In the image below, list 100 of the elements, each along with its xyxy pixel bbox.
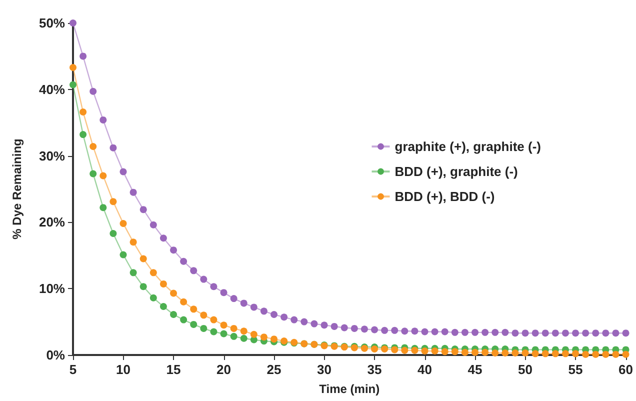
point xyxy=(180,258,188,265)
point xyxy=(200,312,208,319)
x-tick-label: 30 xyxy=(317,362,332,377)
point xyxy=(401,328,408,335)
point xyxy=(441,328,448,336)
point xyxy=(70,81,76,88)
point xyxy=(381,326,388,334)
point xyxy=(482,348,489,356)
point xyxy=(110,230,117,237)
point xyxy=(350,324,358,332)
x-tick-label: 5 xyxy=(69,362,77,377)
point xyxy=(371,326,378,334)
y-axis-title: % Dye Remaining xyxy=(10,138,24,240)
point xyxy=(100,172,107,180)
point xyxy=(80,108,87,116)
point xyxy=(90,88,97,95)
point xyxy=(190,267,198,274)
point xyxy=(180,298,188,306)
point xyxy=(602,350,610,358)
point xyxy=(250,304,258,311)
point xyxy=(110,144,117,152)
point xyxy=(572,330,580,337)
point xyxy=(120,251,127,258)
point xyxy=(522,330,529,337)
y-tick-label: 50% xyxy=(38,16,66,30)
legend-label: BDD (+), BDD (-) xyxy=(394,189,495,204)
point xyxy=(542,350,549,358)
point xyxy=(582,330,590,337)
point xyxy=(441,348,448,356)
point xyxy=(190,320,198,328)
point xyxy=(421,348,428,355)
point xyxy=(100,204,107,212)
point xyxy=(210,283,218,290)
x-tick-label: 45 xyxy=(468,362,482,377)
point xyxy=(250,330,258,338)
point xyxy=(230,295,238,302)
point xyxy=(180,316,188,324)
point xyxy=(482,328,489,336)
point xyxy=(220,330,228,338)
point xyxy=(150,294,157,302)
point xyxy=(70,64,76,71)
point xyxy=(522,350,529,357)
point xyxy=(360,326,368,333)
point xyxy=(542,330,549,337)
point xyxy=(120,168,127,176)
point xyxy=(391,326,398,334)
point xyxy=(220,322,228,329)
point xyxy=(110,198,117,206)
point xyxy=(190,306,198,313)
point xyxy=(240,328,248,335)
x-tick-label: 15 xyxy=(166,362,181,377)
point xyxy=(300,318,308,326)
y-tick-label: 0% xyxy=(46,348,66,362)
point xyxy=(502,328,509,336)
point xyxy=(330,322,338,330)
point xyxy=(562,330,569,337)
point xyxy=(622,330,630,337)
point xyxy=(80,52,87,60)
point xyxy=(210,328,218,336)
point xyxy=(150,221,157,228)
point xyxy=(451,328,458,336)
point xyxy=(140,283,147,290)
point xyxy=(492,328,499,336)
point xyxy=(140,206,147,214)
point xyxy=(451,348,458,356)
point xyxy=(170,311,178,318)
point xyxy=(461,328,468,336)
point xyxy=(622,350,630,358)
point xyxy=(612,330,620,337)
point xyxy=(80,131,87,138)
point xyxy=(140,255,147,262)
point xyxy=(130,238,137,246)
point xyxy=(310,320,318,328)
point xyxy=(160,234,167,242)
point xyxy=(260,334,268,341)
x-tick-label: 10 xyxy=(116,362,130,377)
legend-label: BDD (+), graphite (-) xyxy=(394,164,518,179)
x-tick-label: 35 xyxy=(367,362,382,377)
point xyxy=(411,328,418,335)
point xyxy=(461,348,468,356)
point xyxy=(100,116,107,124)
point xyxy=(612,350,620,358)
point xyxy=(150,269,157,276)
point xyxy=(90,143,97,150)
point xyxy=(572,350,580,358)
point xyxy=(592,350,600,358)
x-tick-label: 40 xyxy=(418,362,432,377)
point xyxy=(230,332,238,340)
point xyxy=(431,328,438,336)
point xyxy=(512,330,519,337)
point xyxy=(200,324,208,332)
point xyxy=(431,348,438,355)
y-tick-label: 40% xyxy=(38,82,66,97)
point xyxy=(90,170,97,178)
point xyxy=(340,324,348,332)
point xyxy=(421,328,428,336)
point xyxy=(472,348,479,356)
point xyxy=(240,334,248,342)
x-tick-label: 25 xyxy=(266,362,282,377)
point xyxy=(130,188,137,196)
